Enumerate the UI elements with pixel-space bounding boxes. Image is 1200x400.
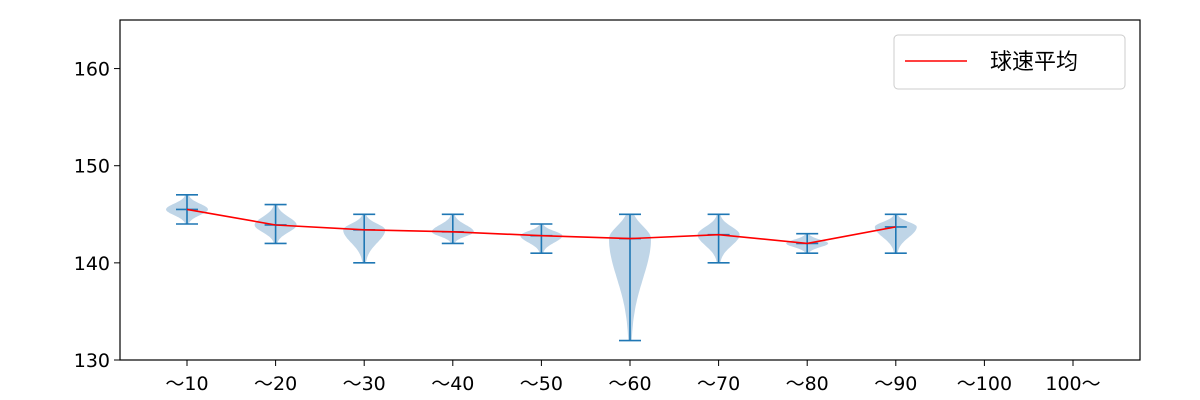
violins-group	[166, 194, 917, 342]
y-axis: 130 140 150 160	[74, 59, 120, 372]
y-tick-label: 140	[74, 253, 110, 275]
x-tick-label: 100〜	[1045, 373, 1100, 395]
legend-label: 球速平均	[990, 50, 1078, 75]
x-tick-label: 〜10	[165, 373, 208, 395]
x-tick-label: 〜40	[431, 373, 474, 395]
x-tick-label: 〜70	[697, 373, 740, 395]
legend-box	[893, 34, 1126, 90]
y-tick-label: 150	[74, 156, 110, 178]
x-tick-label: 〜30	[343, 373, 386, 395]
x-tick-label: 〜90	[874, 373, 917, 395]
mean-line-group	[186, 208, 896, 245]
x-tick-label: 〜80	[786, 373, 829, 395]
x-tick-label: 〜60	[608, 373, 651, 395]
mean-speed-line	[186, 208, 896, 245]
y-tick-label: 130	[74, 350, 110, 372]
legend: 球速平均	[893, 34, 1126, 90]
x-tick-label: 〜100	[957, 373, 1012, 395]
x-tick-label: 〜50	[520, 373, 563, 395]
y-tick-label: 160	[74, 59, 110, 81]
x-tick-label: 〜20	[254, 373, 297, 395]
x-axis: 〜10 〜20 〜30 〜40 〜50 〜60 〜70 〜80 〜90 〜100 100〜	[165, 360, 1101, 395]
